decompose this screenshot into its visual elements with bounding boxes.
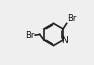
Text: Br: Br (25, 31, 35, 40)
Text: N: N (61, 36, 68, 45)
Text: Br: Br (67, 14, 76, 23)
